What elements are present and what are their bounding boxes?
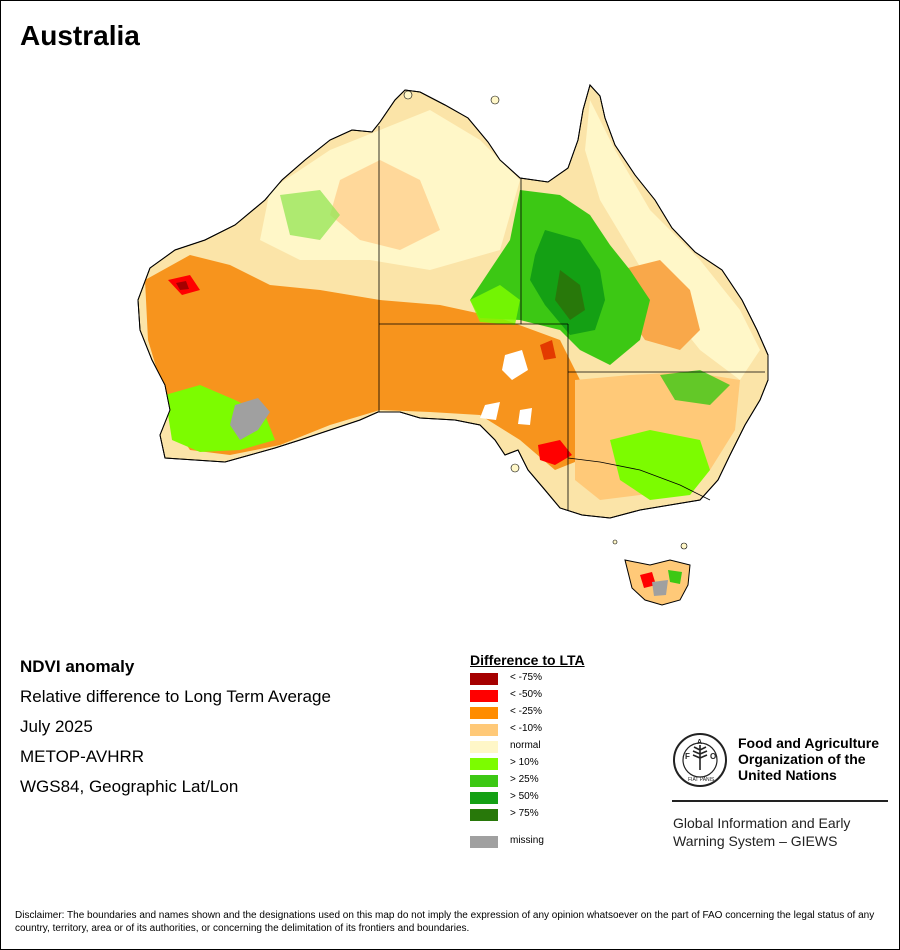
tasmania-anomaly-red xyxy=(640,572,656,588)
salt-lake-torrens xyxy=(480,402,500,420)
info-sensor: METOP-AVHRR xyxy=(20,747,145,766)
legend-swatch xyxy=(470,758,498,770)
fao-name-line: Organization of the xyxy=(738,751,866,767)
normal-zone-east xyxy=(585,100,760,380)
giews-line: Global Information and Early xyxy=(673,815,851,831)
australia-coastline xyxy=(137,83,769,519)
legend-swatch xyxy=(470,673,498,685)
red-spot-sa-north xyxy=(540,340,556,360)
legend-label: > 50% xyxy=(510,791,539,802)
tasmania-missing xyxy=(652,580,668,596)
legend-swatch xyxy=(470,690,498,702)
info-description: Relative difference to Long Term Average xyxy=(20,687,331,706)
legend-swatch xyxy=(470,792,498,804)
light-orange-zone-north xyxy=(330,160,440,250)
green-zone-southeast xyxy=(610,430,710,500)
legend-swatch xyxy=(470,836,498,848)
legend-swatch xyxy=(470,707,498,719)
salt-lake-eyre xyxy=(502,350,528,380)
fao-divider xyxy=(672,800,888,802)
legend-swatch xyxy=(470,809,498,821)
legend-label: missing xyxy=(510,835,544,846)
info-product: NDVI anomaly xyxy=(20,657,135,676)
info-date: July 2025 xyxy=(20,717,93,736)
island-kangaroo xyxy=(510,463,520,473)
island-flinders xyxy=(680,542,688,550)
green-zone-nsw xyxy=(660,370,730,405)
border-nsw-vic xyxy=(567,457,711,501)
legend-label: > 75% xyxy=(510,808,539,819)
island-groote xyxy=(490,95,500,105)
svg-text:FIAT PANIS: FIAT PANIS xyxy=(688,777,715,783)
svg-text:A: A xyxy=(697,739,702,746)
island-melville xyxy=(403,90,413,100)
state-borders xyxy=(378,126,765,510)
missing-patch-wa xyxy=(230,398,270,440)
legend-label: < -25% xyxy=(510,706,542,717)
disclaimer: Disclaimer: The boundaries and names sho… xyxy=(15,910,875,934)
map-title: Australia xyxy=(20,20,140,51)
legend-label: normal xyxy=(510,740,541,751)
legend-swatch xyxy=(470,775,498,787)
legend-swatch xyxy=(470,724,498,736)
tasmania-green xyxy=(668,570,682,584)
red-spot-sa xyxy=(538,440,572,465)
legend-label: < -50% xyxy=(510,689,542,700)
legend-title: Difference to LTA xyxy=(470,652,585,668)
island-king xyxy=(612,539,618,545)
light-green-zone-kimberley xyxy=(280,190,340,240)
legend-label: > 25% xyxy=(510,774,539,785)
fao-name-line: Food and Agriculture xyxy=(738,735,880,751)
legend-label: > 10% xyxy=(510,757,539,768)
salt-lake-gairdner xyxy=(518,408,532,425)
legend-label: < -10% xyxy=(510,723,542,734)
svg-text:O: O xyxy=(710,752,716,761)
darkest-green-zone xyxy=(555,270,585,320)
fao-name-line: United Nations xyxy=(738,767,837,783)
light-green-zone-nt xyxy=(470,285,520,325)
fao-logo-icon: F O A FIAT PANIS xyxy=(673,733,727,787)
fao-name: Food and Agriculture Organization of the… xyxy=(738,735,898,783)
legend-swatch xyxy=(470,741,498,753)
giews-line: Warning System – GIEWS xyxy=(673,833,838,849)
darkred-spot-pilbara xyxy=(176,281,189,290)
ndvi-anomaly-map xyxy=(137,83,769,606)
legend-label: < -75% xyxy=(510,672,542,683)
info-projection: WGS84, Geographic Lat/Lon xyxy=(20,777,239,796)
svg-text:F: F xyxy=(685,752,690,761)
giews-name: Global Information and Early Warning Sys… xyxy=(673,814,893,850)
